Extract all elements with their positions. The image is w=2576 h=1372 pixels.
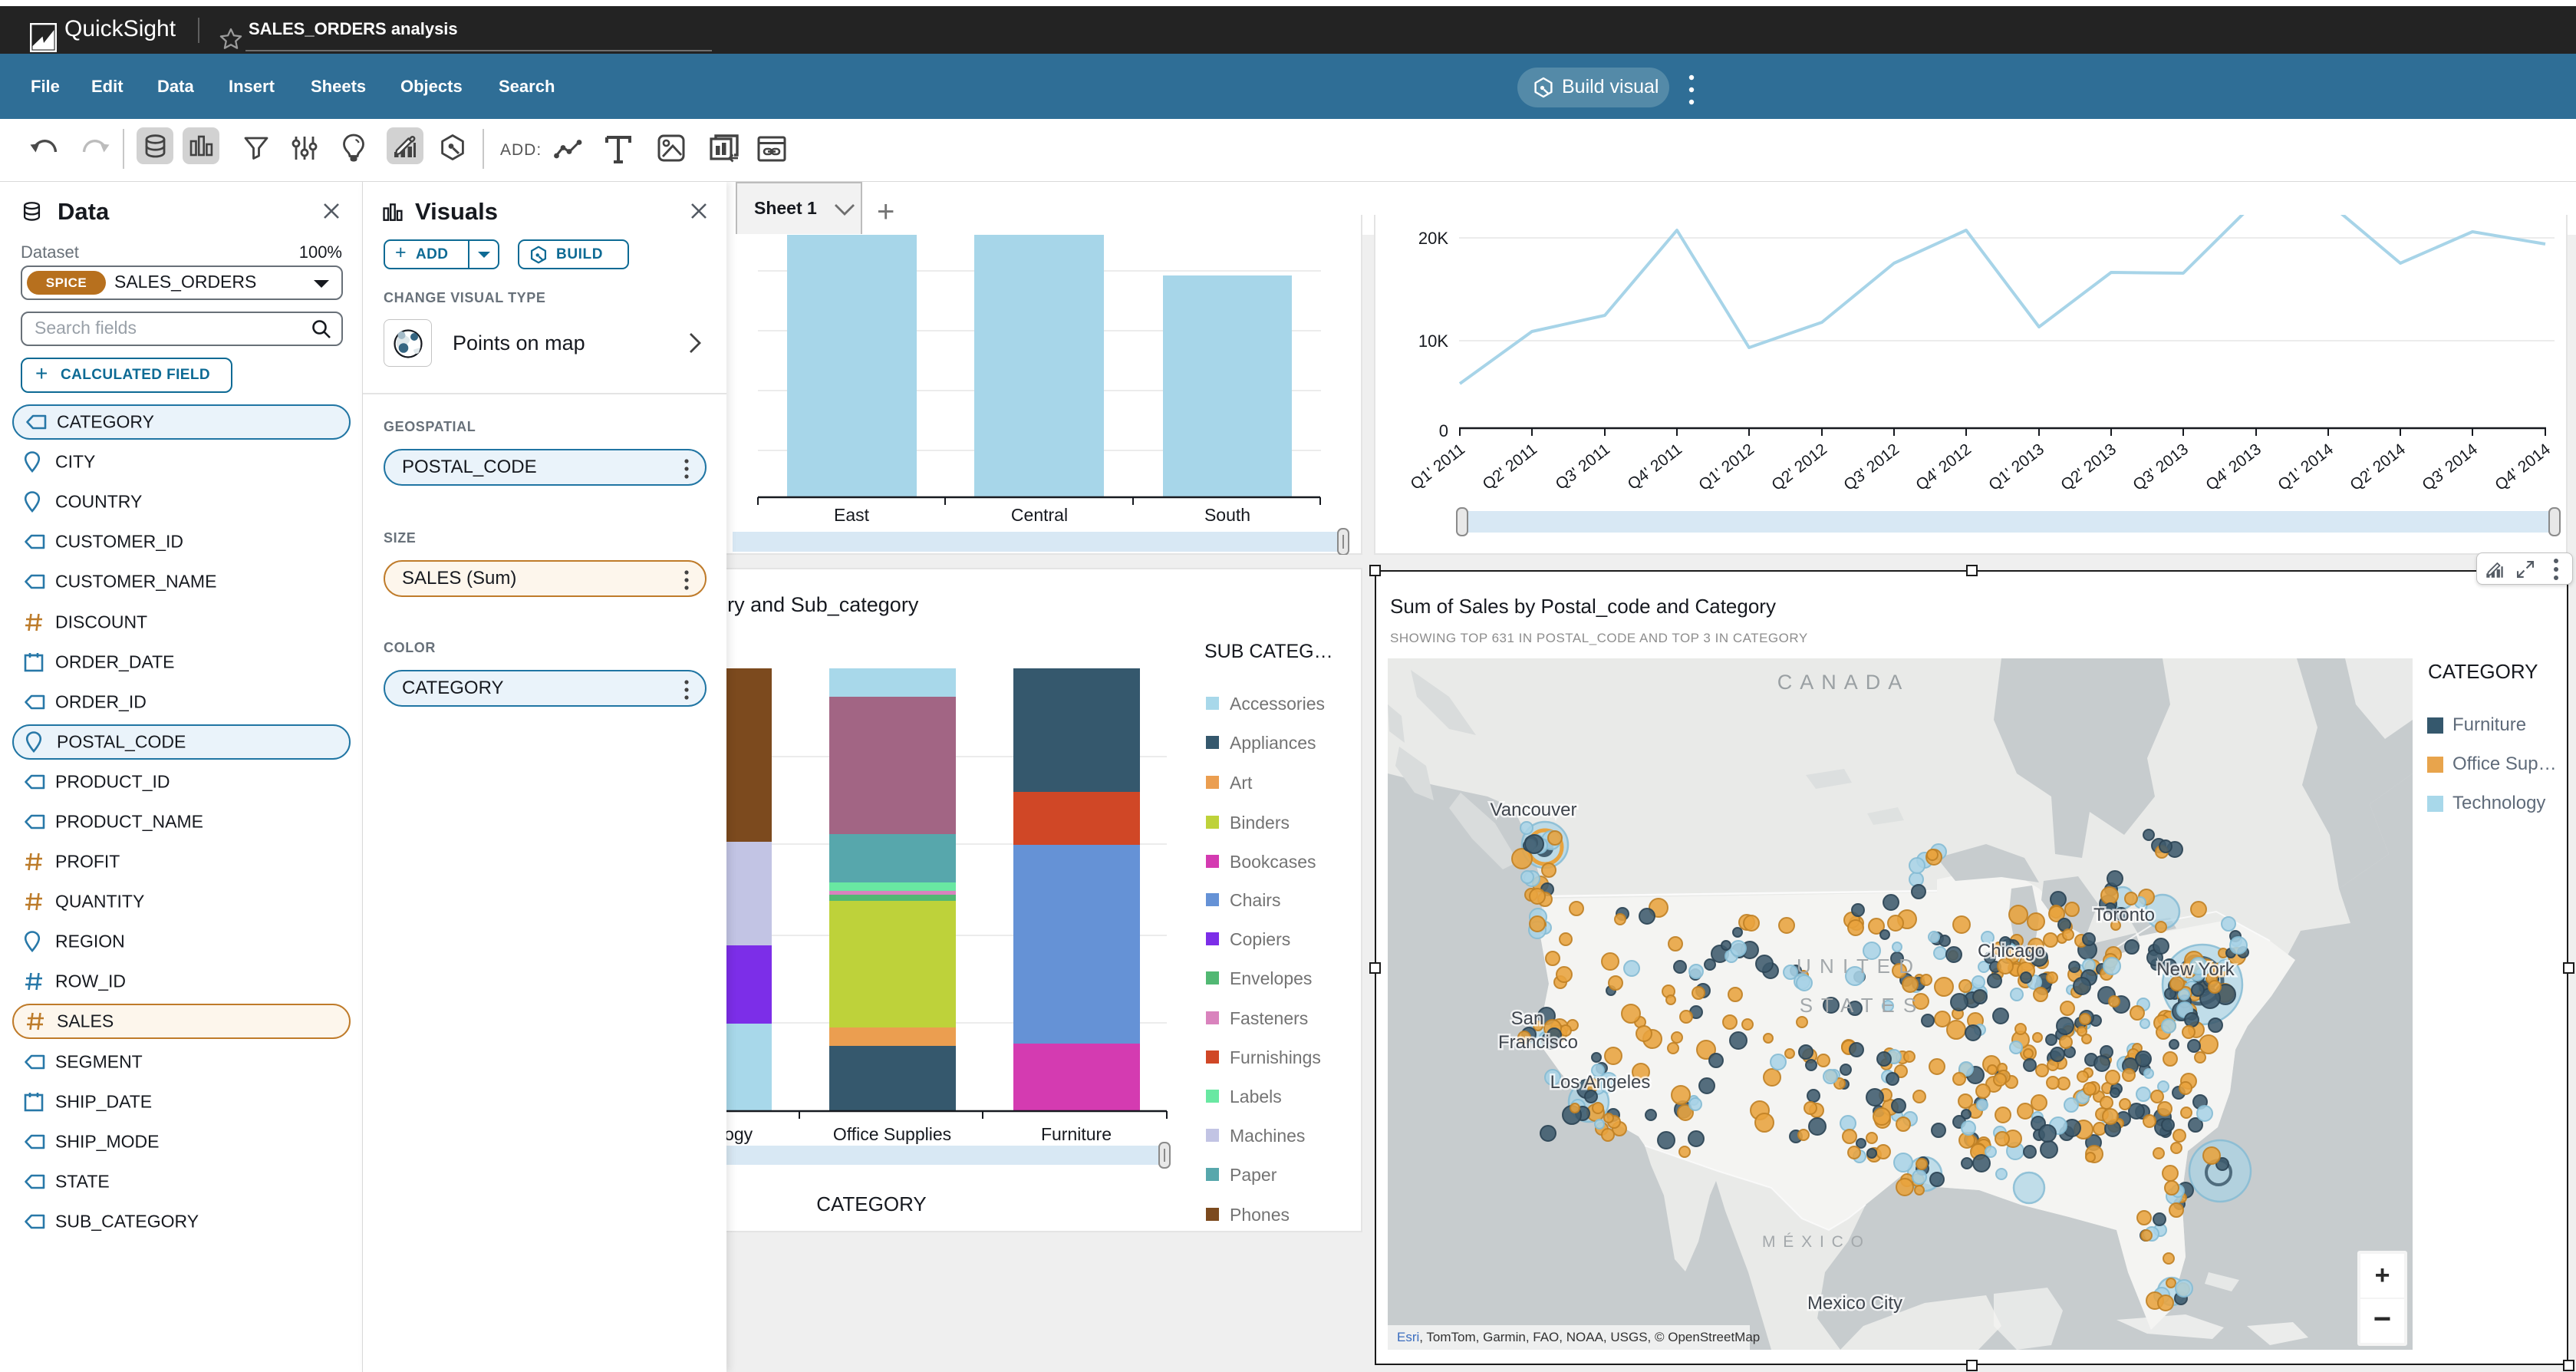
svg-text:Central: Central xyxy=(1011,505,1068,525)
svg-text:Q3' 2014: Q3' 2014 xyxy=(2419,440,2481,494)
svg-text:Mexico City: Mexico City xyxy=(1807,1293,1902,1314)
svg-text:Q4' 2013: Q4' 2013 xyxy=(2202,440,2265,494)
svg-text:Q2' 2013: Q2' 2013 xyxy=(2057,440,2120,494)
svg-text:Q4' 2014: Q4' 2014 xyxy=(2492,440,2554,494)
svg-text:New York: New York xyxy=(2156,959,2235,980)
svg-text:Q3' 2013: Q3' 2013 xyxy=(2130,440,2192,494)
svg-text:Furnishings: Furnishings xyxy=(1230,1047,1321,1067)
svg-text:S T A T E S: S T A T E S xyxy=(1800,994,1919,1017)
svg-text:Phones: Phones xyxy=(1230,1205,1290,1225)
svg-text:Francisco: Francisco xyxy=(1498,1032,1578,1053)
svg-text:Fasteners: Fasteners xyxy=(1230,1008,1308,1028)
svg-text:Chicago: Chicago xyxy=(1978,941,2045,961)
svg-text:0: 0 xyxy=(1439,421,1448,440)
svg-text:Q3' 2012: Q3' 2012 xyxy=(1840,440,1902,494)
svg-text:Copiers: Copiers xyxy=(1230,929,1290,949)
svg-text:Q4' 2011: Q4' 2011 xyxy=(1625,440,1686,493)
svg-text:Q4' 2012: Q4' 2012 xyxy=(1912,440,1975,494)
svg-text:Q2' 2012: Q2' 2012 xyxy=(1768,440,1830,494)
svg-text:Q3' 2011: Q3' 2011 xyxy=(1553,440,1614,493)
svg-text:Vancouver: Vancouver xyxy=(1491,800,1577,820)
svg-text:San: San xyxy=(1511,1008,1544,1029)
svg-text:Art: Art xyxy=(1230,773,1253,793)
svg-text:East: East xyxy=(834,505,870,525)
svg-text:Envelopes: Envelopes xyxy=(1230,968,1312,988)
svg-text:South: South xyxy=(1204,505,1250,525)
svg-text:Chairs: Chairs xyxy=(1230,890,1280,910)
svg-text:Q1' 2013: Q1' 2013 xyxy=(1985,440,2047,494)
svg-text:10K: 10K xyxy=(1418,331,1448,351)
svg-text:Paper: Paper xyxy=(1230,1165,1277,1185)
svg-text:20K: 20K xyxy=(1418,229,1448,248)
svg-text:M É X I C O: M É X I C O xyxy=(1762,1233,1865,1251)
svg-text:Q1' 2014: Q1' 2014 xyxy=(2275,440,2337,494)
svg-text:Los Angeles: Los Angeles xyxy=(1550,1072,1651,1093)
svg-text:Binders: Binders xyxy=(1230,813,1290,833)
svg-text:Q1' 2011: Q1' 2011 xyxy=(1408,440,1469,493)
svg-text:Machines: Machines xyxy=(1230,1126,1305,1146)
svg-text:CATEGORY: CATEGORY xyxy=(816,1192,927,1215)
svg-text:Labels: Labels xyxy=(1230,1087,1282,1107)
svg-text:U N I T E D: U N I T E D xyxy=(1797,955,1915,978)
svg-text:Bookcases: Bookcases xyxy=(1230,852,1316,872)
svg-text:Q1' 2012: Q1' 2012 xyxy=(1695,440,1757,494)
svg-text:Q2' 2011: Q2' 2011 xyxy=(1480,440,1541,493)
svg-text:Accessories: Accessories xyxy=(1230,694,1325,714)
svg-text:C A N A D A: C A N A D A xyxy=(1777,671,1904,694)
svg-text:Office Supplies: Office Supplies xyxy=(833,1124,951,1144)
svg-text:Furniture: Furniture xyxy=(1041,1124,1112,1144)
svg-text:Q2' 2014: Q2' 2014 xyxy=(2347,440,2409,494)
svg-text:Toronto: Toronto xyxy=(2093,905,2155,925)
svg-text:SUB CATEG…: SUB CATEG… xyxy=(1204,641,1333,662)
svg-text:Appliances: Appliances xyxy=(1230,733,1316,753)
